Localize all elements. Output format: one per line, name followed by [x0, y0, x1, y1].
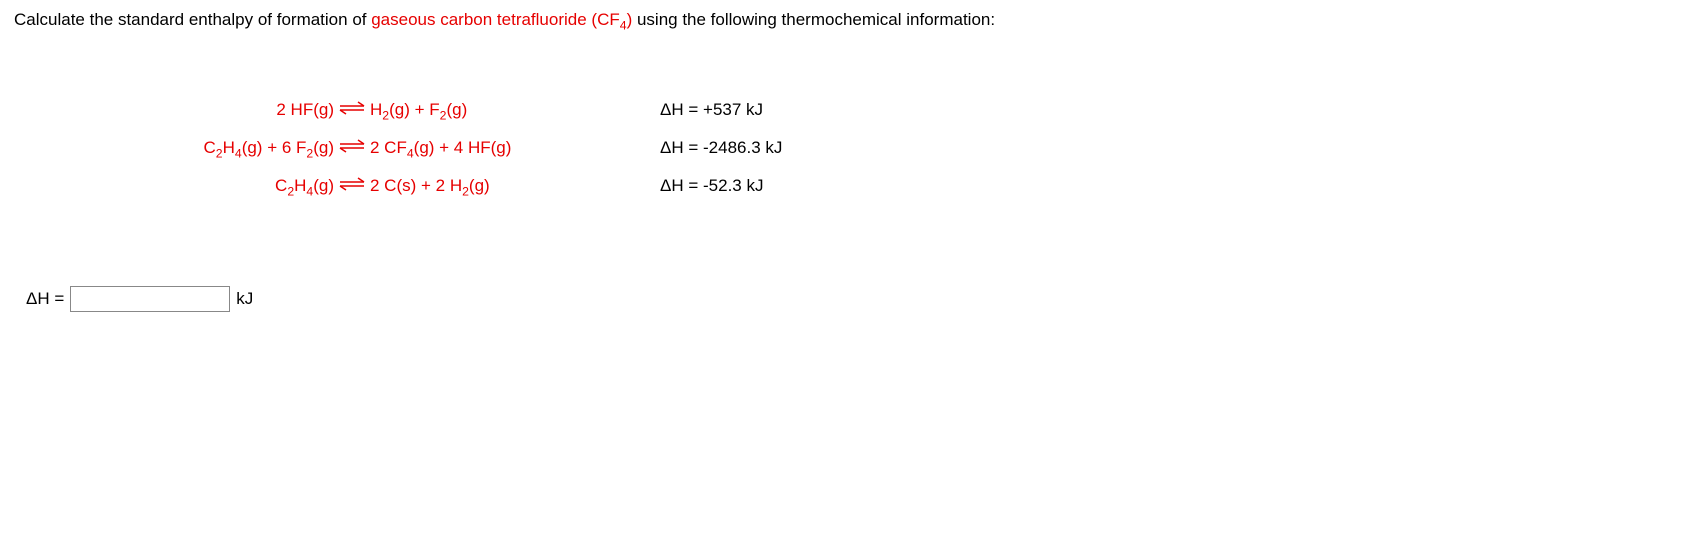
equations-block: 2 HF(g) H2(g) + F2(g) ΔH = +537 kJ C2H4(… [74, 100, 1692, 196]
equilibrium-arrow [334, 100, 370, 120]
delta-h: ΔH = +537 kJ [580, 100, 763, 120]
question-suffix: using the following thermochemical infor… [632, 10, 995, 29]
answer-label: ΔH = [26, 289, 64, 309]
equation-row: 2 HF(g) H2(g) + F2(g) ΔH = +537 kJ [74, 100, 1692, 120]
question-text: Calculate the standard enthalpy of forma… [14, 10, 1692, 30]
compound-name: gaseous carbon tetrafluoride (CF4) [371, 10, 632, 29]
question-prefix: Calculate the standard enthalpy of forma… [14, 10, 371, 29]
equation-lhs: 2 HF(g) [74, 100, 334, 120]
equation-rhs: H2(g) + F2(g) [370, 100, 580, 120]
equation-rhs: 2 CF4(g) + 4 HF(g) [370, 138, 580, 158]
delta-h: ΔH = -2486.3 kJ [580, 138, 782, 158]
delta-h: ΔH = -52.3 kJ [580, 176, 764, 196]
equation-rhs: 2 C(s) + 2 H2(g) [370, 176, 580, 196]
equilibrium-arrow [334, 176, 370, 196]
equilibrium-arrow [334, 138, 370, 158]
equation-lhs: C2H4(g) + 6 F2(g) [74, 138, 334, 158]
equation-row: C2H4(g) 2 C(s) + 2 H2(g) ΔH = -52.3 kJ [74, 176, 1692, 196]
answer-row: ΔH = kJ [26, 286, 1692, 312]
answer-unit: kJ [236, 289, 253, 309]
equation-row: C2H4(g) + 6 F2(g) 2 CF4(g) + 4 HF(g) ΔH … [74, 138, 1692, 158]
equation-lhs: C2H4(g) [74, 176, 334, 196]
answer-input[interactable] [70, 286, 230, 312]
